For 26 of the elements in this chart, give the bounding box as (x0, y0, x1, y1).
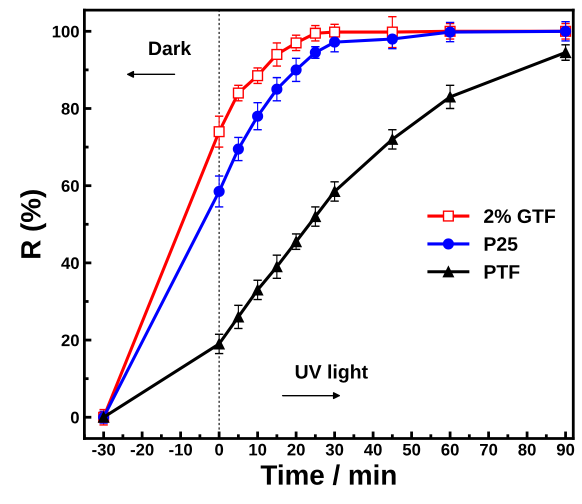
annotation: UV light (296, 364, 368, 383)
x-tick-label: 0 (215, 444, 224, 456)
x-tick-label: 50 (402, 444, 420, 456)
x-tick-label: -10 (169, 444, 192, 456)
y-tick-label: 100 (52, 26, 79, 38)
x-tick-label: 30 (326, 444, 344, 456)
legend-label: 2% GTF (484, 209, 556, 224)
legend-label: P25 (484, 237, 518, 251)
x-tick-label: 20 (287, 444, 305, 456)
y-tick-label: 60 (62, 180, 79, 192)
x-tick-label: 40 (364, 444, 382, 456)
x-tick-label: -20 (130, 444, 154, 456)
legend-label: PTF (484, 265, 520, 279)
y-tick-label: 40 (61, 257, 79, 270)
y-tick-label: 80 (62, 102, 79, 115)
x-tick-label: 10 (249, 444, 266, 456)
y-tick-label: 0 (70, 412, 79, 424)
x-axis-title: Time / min (260, 464, 396, 486)
x-tick-label: 90 (556, 444, 574, 456)
x-tick-label: 80 (518, 444, 536, 456)
annotation: Dark (149, 40, 192, 56)
x-tick-label: 70 (480, 444, 498, 456)
y-axis-title: R (%) (20, 190, 46, 258)
y-tick-label: 20 (62, 334, 79, 346)
x-tick-label: 60 (441, 444, 459, 456)
x-tick-label: -30 (92, 444, 115, 456)
